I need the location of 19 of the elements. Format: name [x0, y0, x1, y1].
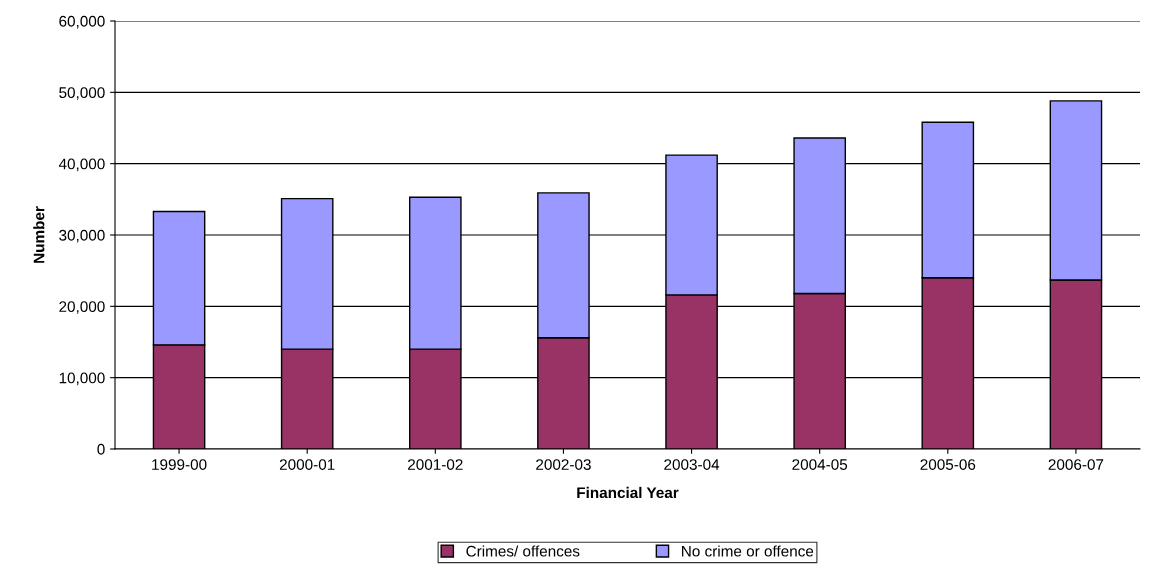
- y-axis-title: Number: [33, 206, 45, 263]
- x-tick-label: 2005-06: [920, 459, 976, 470]
- x-tick-label: 1999-00: [152, 459, 207, 470]
- y-tick-label: 0: [97, 443, 105, 455]
- x-tick-label: 2006-07: [1048, 459, 1104, 470]
- x-tick-label: 2000-01: [279, 459, 335, 470]
- legend-label: Crimes/ offences: [466, 545, 580, 557]
- x-tick-label: 2001-02: [408, 459, 463, 470]
- x-tick-label: 2004-05: [792, 459, 848, 470]
- y-tick-label: 50,000: [59, 87, 105, 100]
- y-tick-label: 60,000: [59, 15, 105, 29]
- x-tick-label: 2002-03: [536, 459, 591, 470]
- y-tick-label: 10,000: [59, 372, 105, 386]
- x-axis-title: Financial Year: [577, 486, 679, 499]
- legend-label: No crime or offence: [682, 545, 814, 557]
- y-tick-label: 30,000: [59, 229, 105, 243]
- x-tick-label: 2003-04: [664, 459, 720, 470]
- y-tick-label: 40,000: [58, 158, 105, 172]
- y-tick-label: 20,000: [59, 301, 105, 314]
